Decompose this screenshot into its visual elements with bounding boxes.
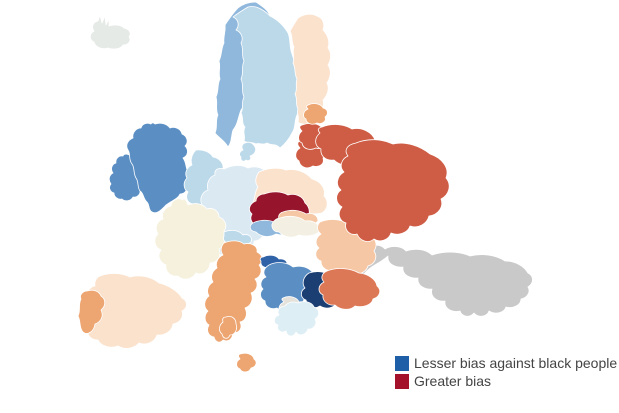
svg-text:Greater bias: Greater bias bbox=[414, 373, 491, 389]
svg-text:Lesser bias against black peop: Lesser bias against black people bbox=[414, 355, 617, 371]
